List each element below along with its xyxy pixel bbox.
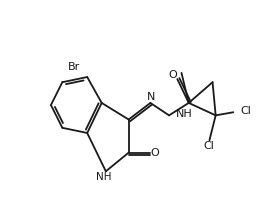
Text: Br: Br xyxy=(68,62,80,72)
Text: NH: NH xyxy=(176,109,192,119)
Text: Cl: Cl xyxy=(240,106,251,116)
Text: Cl: Cl xyxy=(203,141,214,151)
Text: O: O xyxy=(151,148,159,158)
Text: N: N xyxy=(147,92,156,102)
Text: O: O xyxy=(168,70,177,80)
Text: NH: NH xyxy=(96,172,111,182)
